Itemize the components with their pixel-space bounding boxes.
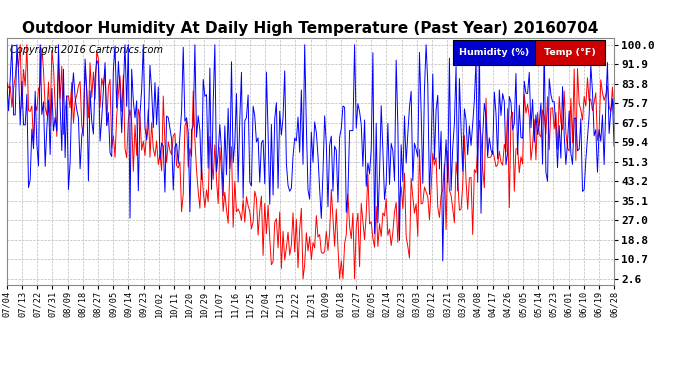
FancyBboxPatch shape (453, 40, 535, 65)
Text: Humidity (%): Humidity (%) (459, 48, 529, 57)
FancyBboxPatch shape (535, 40, 605, 65)
Title: Outdoor Humidity At Daily High Temperature (Past Year) 20160704: Outdoor Humidity At Daily High Temperatu… (22, 21, 599, 36)
Text: Temp (°F): Temp (°F) (544, 48, 596, 57)
Text: Copyright 2016 Cartronics.com: Copyright 2016 Cartronics.com (10, 45, 163, 55)
